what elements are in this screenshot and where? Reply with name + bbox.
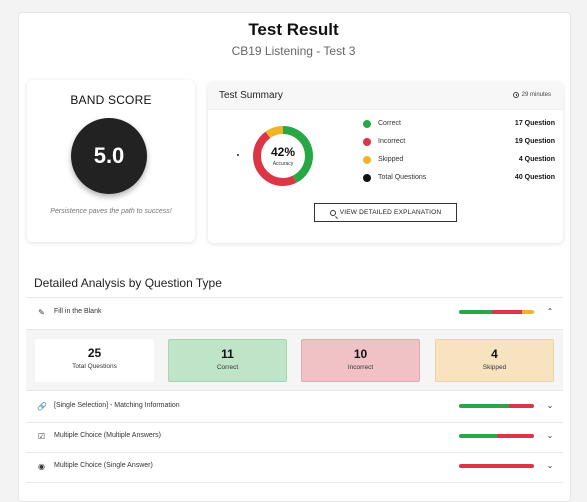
- stat-label: Skipped: [482, 364, 507, 371]
- zoom-icon: [329, 209, 336, 216]
- divider: [26, 482, 563, 483]
- question-type-row[interactable]: ☑ Multiple Choice (Multiple Answers) ⌄: [26, 422, 563, 452]
- question-type-progress: [459, 310, 534, 314]
- stat-incorrect: 10 Incorrect: [301, 339, 420, 382]
- divider: [26, 452, 563, 453]
- divider: [26, 297, 563, 298]
- chevron-down-icon[interactable]: ⌄: [546, 401, 554, 410]
- stat-total: 25 Total Questions: [35, 339, 154, 382]
- legend-dot-correct: [363, 120, 371, 128]
- progress-segment-correct: [459, 404, 509, 408]
- progress-segment-incorrect: [496, 434, 534, 438]
- legend-dot-total: [363, 174, 371, 182]
- test-summary-card: Test Summary 29 minutes 42% Accuracy Cor…: [208, 82, 563, 243]
- legend-row-correct: Correct 17 Question: [363, 119, 555, 137]
- clock-icon: [512, 92, 519, 98]
- legend-row-incorrect: Incorrect 19 Question: [363, 137, 555, 155]
- legend-dot-skipped: [363, 156, 371, 164]
- question-type-row[interactable]: ✎ Fill in the Blank ⌃: [26, 298, 563, 328]
- decorative-dot: [237, 154, 239, 156]
- legend-row-total: Total Questions 40 Question: [363, 173, 555, 191]
- stat-label: Incorrect: [347, 364, 374, 371]
- legend-name: Incorrect: [378, 138, 406, 145]
- stat-label: Total Questions: [72, 363, 117, 370]
- question-type-name: Multiple Choice (Multiple Answers): [54, 432, 161, 439]
- legend-value: 19 Question: [514, 138, 555, 145]
- accuracy-percent: 42%: [270, 145, 296, 159]
- progress-segment-incorrect: [459, 464, 534, 468]
- chevron-down-icon[interactable]: ⌄: [546, 431, 554, 440]
- view-explanation-label: VIEW DETAILED EXPLANATION: [339, 209, 442, 216]
- question-type-name: Fill in the Blank: [54, 308, 102, 315]
- radio-icon: ◉: [38, 462, 45, 471]
- time-taken-value: 29 minutes: [521, 92, 551, 98]
- legend-value: 17 Question: [514, 120, 555, 127]
- stat-correct: 11 Correct: [168, 339, 287, 382]
- question-type-progress: [459, 434, 534, 438]
- pencil-icon: ✎: [38, 308, 45, 317]
- question-type-progress: [459, 464, 534, 468]
- progress-segment-correct: [459, 310, 492, 314]
- stat-value: 10: [353, 347, 368, 361]
- divider: [26, 422, 563, 423]
- question-type-row[interactable]: ◉ Multiple Choice (Single Answer) ⌄: [26, 452, 563, 482]
- chevron-up-icon[interactable]: ⌃: [546, 307, 554, 316]
- stat-skipped: 4 Skipped: [435, 339, 554, 382]
- chevron-down-icon[interactable]: ⌄: [546, 461, 554, 470]
- stat-label: Correct: [216, 364, 239, 371]
- stat-value: 11: [221, 347, 234, 361]
- summary-legend: Correct 17 Question Incorrect 19 Questio…: [363, 119, 555, 191]
- band-score-motto: Persistence paves the path to success!: [50, 208, 172, 215]
- band-score-value: 5.0: [93, 143, 125, 168]
- donut-svg: [253, 126, 313, 186]
- question-type-name: [Single Selection] - Matching Informatio…: [54, 402, 180, 409]
- progress-segment-incorrect: [509, 404, 534, 408]
- checkbox-icon: ☑: [37, 432, 46, 441]
- time-taken: 29 minutes: [512, 92, 551, 98]
- question-type-name: Multiple Choice (Single Answer): [54, 462, 153, 469]
- band-score-label: BAND SCORE: [70, 93, 152, 107]
- donut-slice-incorrect: [253, 126, 313, 186]
- progress-segment-skipped: [522, 310, 534, 314]
- stat-value: 4: [491, 347, 498, 361]
- legend-name: Total Questions: [378, 174, 427, 181]
- analysis-title: Detailed Analysis by Question Type: [34, 276, 222, 290]
- progress-segment-correct: [459, 434, 497, 438]
- legend-value: 4 Question: [518, 156, 555, 163]
- accuracy-label: Accuracy: [272, 161, 294, 167]
- summary-title: Test Summary: [219, 90, 283, 101]
- legend-value: 40 Question: [514, 174, 555, 181]
- view-explanation-button[interactable]: VIEW DETAILED EXPLANATION: [314, 203, 457, 222]
- summary-header: Test Summary 29 minutes: [208, 82, 563, 110]
- band-score-badge: 5.0: [71, 118, 147, 194]
- question-type-progress: [459, 404, 534, 408]
- page-subtitle: CB19 Listening - Test 3: [231, 44, 356, 58]
- link-icon: 🔗: [37, 402, 47, 411]
- legend-row-skipped: Skipped 4 Question: [363, 155, 555, 173]
- legend-dot-incorrect: [363, 138, 371, 146]
- donut-slice-skipped: [253, 126, 313, 186]
- legend-name: Skipped: [378, 156, 404, 163]
- accuracy-donut-chart: 42% Accuracy: [251, 124, 315, 188]
- page-title: Test Result: [248, 20, 339, 39]
- band-score-card: BAND SCORE 5.0 Persistence paves the pat…: [27, 80, 195, 242]
- expanded-stats: 25 Total Questions 11 Correct 10 Incorre…: [26, 329, 563, 391]
- progress-segment-incorrect: [492, 310, 522, 314]
- legend-name: Correct: [378, 120, 401, 127]
- question-type-row[interactable]: 🔗 [Single Selection] - Matching Informat…: [26, 392, 563, 422]
- stat-value: 25: [87, 346, 102, 360]
